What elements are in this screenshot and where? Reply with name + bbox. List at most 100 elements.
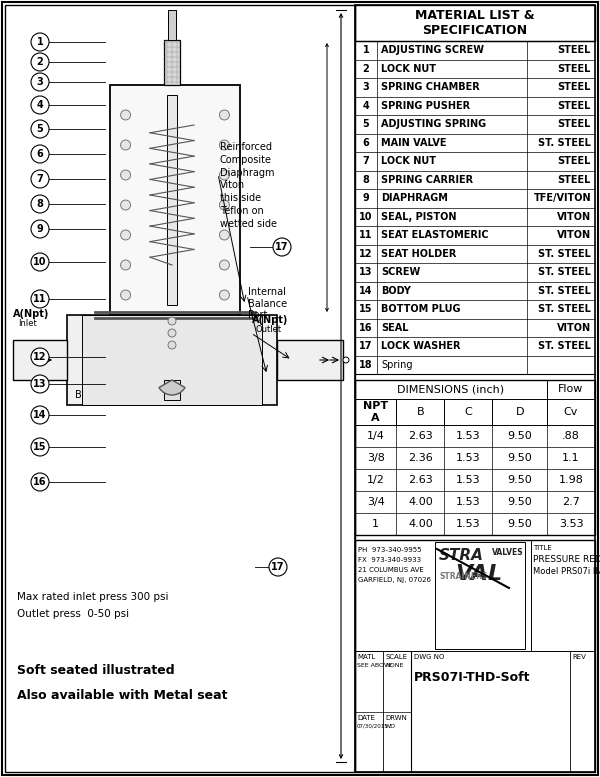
Text: STEEL: STEEL	[557, 101, 591, 111]
Text: Max rated inlet press 300 psi: Max rated inlet press 300 psi	[17, 592, 169, 602]
Text: 2.63: 2.63	[408, 475, 433, 485]
Text: 2: 2	[362, 64, 370, 74]
Circle shape	[168, 341, 176, 349]
Circle shape	[273, 238, 291, 256]
Bar	[82, 315, 262, 405]
Text: 4: 4	[362, 101, 370, 111]
Circle shape	[220, 260, 229, 270]
Text: B: B	[416, 407, 424, 417]
Bar	[167, 95, 177, 305]
Text: 1.53: 1.53	[456, 453, 481, 463]
Text: 9.50: 9.50	[508, 475, 532, 485]
Text: 17: 17	[275, 242, 289, 252]
Circle shape	[121, 260, 131, 270]
Text: PH  973-340-9955: PH 973-340-9955	[358, 547, 421, 553]
Text: DRWN: DRWN	[385, 715, 407, 720]
Text: Internal
Balance
Port: Internal Balance Port	[248, 287, 287, 320]
Text: Outlet press  0-50 psi: Outlet press 0-50 psi	[17, 609, 129, 619]
Text: 17: 17	[359, 341, 373, 351]
Text: STEEL: STEEL	[557, 175, 591, 185]
Text: STEEL: STEEL	[557, 82, 591, 92]
Circle shape	[31, 375, 49, 393]
Text: 4: 4	[37, 100, 43, 110]
Text: STEEL: STEEL	[557, 45, 591, 55]
Text: 4.00: 4.00	[408, 519, 433, 529]
Text: STEEL: STEEL	[557, 119, 591, 129]
Text: LOCK WASHER: LOCK WASHER	[381, 341, 461, 351]
Text: A(Npt): A(Npt)	[252, 315, 289, 325]
Text: WD: WD	[385, 723, 396, 729]
Text: 11: 11	[33, 294, 47, 304]
Wedge shape	[159, 380, 185, 395]
Text: B: B	[75, 390, 82, 400]
Circle shape	[220, 230, 229, 240]
Text: D: D	[515, 407, 524, 417]
Text: A(Npt): A(Npt)	[13, 309, 49, 319]
Text: .88: .88	[562, 431, 580, 441]
Text: 2.7: 2.7	[562, 497, 580, 507]
Text: 10: 10	[359, 212, 373, 221]
Text: DATE: DATE	[357, 715, 375, 720]
Text: Outlet: Outlet	[256, 325, 282, 334]
Text: ST. STEEL: ST. STEEL	[538, 341, 591, 351]
Circle shape	[31, 220, 49, 238]
Text: 18: 18	[359, 360, 373, 370]
Text: SEAL, PISTON: SEAL, PISTON	[381, 212, 457, 221]
Bar	[110, 85, 240, 315]
Text: 21 COLUMBUS AVE: 21 COLUMBUS AVE	[358, 567, 424, 573]
Circle shape	[121, 200, 131, 210]
Text: 2.36: 2.36	[408, 453, 433, 463]
Circle shape	[31, 406, 49, 424]
Bar	[164, 40, 180, 85]
Text: VALVES: VALVES	[492, 548, 524, 557]
Text: VITON: VITON	[557, 212, 591, 221]
Circle shape	[121, 230, 131, 240]
Text: Cv: Cv	[564, 407, 578, 417]
Text: 9: 9	[37, 224, 43, 234]
Circle shape	[121, 110, 131, 120]
Text: ST. STEEL: ST. STEEL	[538, 286, 591, 296]
Text: ADJUSTING SCREW: ADJUSTING SCREW	[381, 45, 484, 55]
Text: 3.53: 3.53	[559, 519, 583, 529]
Text: BODY: BODY	[381, 286, 411, 296]
Text: ST. STEEL: ST. STEEL	[538, 267, 591, 277]
Circle shape	[31, 290, 49, 308]
Circle shape	[31, 473, 49, 491]
Text: MATERIAL LIST &
SPECIFICATION: MATERIAL LIST & SPECIFICATION	[415, 9, 535, 37]
Circle shape	[31, 438, 49, 456]
Circle shape	[220, 290, 229, 300]
Text: 3/4: 3/4	[367, 497, 385, 507]
Circle shape	[220, 110, 229, 120]
Text: STRA: STRA	[439, 548, 484, 563]
Text: 3: 3	[362, 82, 370, 92]
Text: MAIN VALVE: MAIN VALVE	[381, 138, 446, 148]
Circle shape	[168, 329, 176, 337]
Circle shape	[31, 145, 49, 163]
Text: NONE: NONE	[385, 663, 403, 668]
Circle shape	[31, 170, 49, 188]
Text: 4.00: 4.00	[408, 497, 433, 507]
Text: 3/8: 3/8	[367, 453, 385, 463]
Bar	[355, 380, 595, 535]
Text: 2.63: 2.63	[408, 431, 433, 441]
Circle shape	[31, 96, 49, 114]
Text: 15: 15	[33, 442, 47, 452]
Text: SPRING PUSHER: SPRING PUSHER	[381, 101, 470, 111]
Text: 13: 13	[33, 379, 47, 389]
Text: STRAINERS: STRAINERS	[439, 572, 487, 581]
Text: 1/2: 1/2	[367, 475, 385, 485]
Text: C: C	[464, 407, 472, 417]
Text: 13: 13	[359, 267, 373, 277]
Text: 2: 2	[37, 57, 43, 67]
Text: LOCK NUT: LOCK NUT	[381, 64, 436, 74]
Text: SEAL: SEAL	[381, 322, 409, 333]
Text: 1.98: 1.98	[559, 475, 583, 485]
Text: 7: 7	[37, 174, 43, 184]
Text: 9.50: 9.50	[508, 497, 532, 507]
Text: MATL: MATL	[357, 654, 376, 660]
Text: Reinforced
Composite
Diaphragm
Viton
this side
Teflon on
wetted side: Reinforced Composite Diaphragm Viton thi…	[220, 142, 277, 228]
Bar	[355, 5, 595, 772]
Text: 14: 14	[359, 286, 373, 296]
Circle shape	[31, 120, 49, 138]
Text: 5: 5	[37, 124, 43, 134]
